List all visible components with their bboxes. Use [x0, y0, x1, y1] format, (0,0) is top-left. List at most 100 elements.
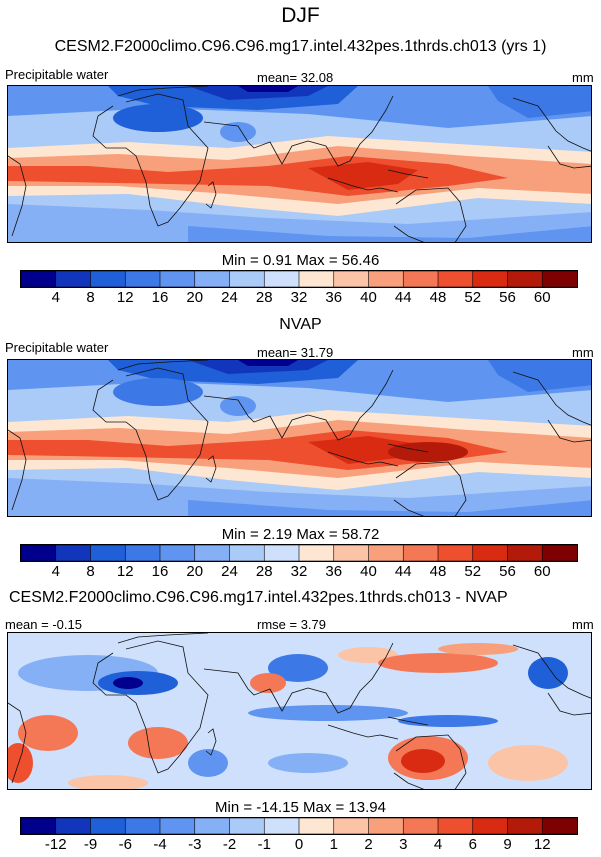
coastline [8, 155, 27, 237]
coastline [393, 461, 467, 516]
colorbar-swatch [368, 270, 405, 288]
colorbar-swatch [55, 544, 92, 562]
colorbar-swatch [229, 544, 266, 562]
coastline [205, 181, 217, 209]
panel1-map [7, 85, 592, 243]
colorbar-tick-label: 6 [468, 836, 477, 853]
colorbar-swatch [472, 544, 509, 562]
colorbar-tick-label: 16 [151, 289, 169, 306]
field-contour [18, 715, 78, 751]
panel2-minmax: Min = 2.19 Max = 58.72 [221, 526, 380, 543]
colorbar-swatch [124, 270, 161, 288]
coastline [117, 360, 209, 371]
panel1-colorbar [20, 270, 578, 288]
coastline [387, 443, 429, 453]
field-contour [188, 500, 591, 516]
colorbar-swatch [402, 817, 439, 835]
colorbar-tick-label: 56 [499, 289, 516, 306]
colorbar-tick-label: 32 [290, 563, 308, 580]
colorbar-tick-label: 48 [429, 563, 447, 580]
colorbar-tick-label: 12 [533, 836, 551, 853]
field-contour [488, 360, 591, 392]
field-contour [113, 677, 143, 689]
colorbar-tick-label: 48 [429, 289, 447, 306]
panel1-variable: Precipitable water [5, 67, 109, 82]
colorbar-tick-label: 60 [533, 289, 551, 306]
colorbar-tick-label: 12 [116, 289, 134, 306]
panel2-colorbar [20, 544, 578, 562]
colorbar-swatch [20, 817, 57, 835]
field-contour [250, 673, 286, 693]
colorbar-tick-label: -12 [44, 836, 67, 853]
colorbar-swatch [124, 817, 161, 835]
field-contour [308, 436, 418, 464]
colorbar-tick-label: 32 [290, 289, 308, 306]
panel3-colorbar [20, 817, 578, 835]
colorbar-swatch [368, 817, 405, 835]
field-contour [438, 643, 518, 655]
field-contour [308, 162, 418, 190]
colorbar-tick-label: -3 [188, 836, 202, 853]
colorbar-swatch [20, 270, 57, 288]
field-contour [528, 657, 568, 689]
colorbar-swatch [368, 544, 405, 562]
field-contour [338, 647, 398, 663]
colorbar-swatch [437, 270, 474, 288]
colorbar-swatch [541, 270, 578, 288]
colorbar-swatch [159, 270, 196, 288]
colorbar-tick-label: -2 [222, 836, 237, 853]
colorbar-tick-label: 52 [464, 289, 482, 306]
colorbar-tick-label: 36 [325, 289, 343, 306]
colorbar-swatch [194, 817, 231, 835]
field-contour [188, 226, 591, 242]
colorbar-swatch [20, 544, 57, 562]
colorbar-tick-label: 28 [255, 289, 273, 306]
coastline [547, 692, 591, 716]
colorbar-tick-label: 8 [86, 563, 95, 580]
colorbar-swatch [55, 270, 92, 288]
panel2-variable: Precipitable water [5, 340, 109, 355]
colorbar-tick-label: 4 [433, 836, 443, 853]
colorbar-swatch [298, 544, 335, 562]
coastline [512, 97, 591, 152]
coastline [387, 716, 429, 726]
field-contour [220, 396, 256, 416]
colorbar-tick-label: 2 [364, 836, 373, 853]
colorbar-tick-label: 8 [86, 289, 95, 306]
coastline [387, 169, 429, 179]
colorbar-tick-label: 40 [360, 289, 377, 306]
field-contour [188, 360, 328, 374]
colorbar-swatch [402, 544, 439, 562]
panel3-minmax: Min = -14.15 Max = 13.94 [215, 799, 386, 816]
coastline [547, 145, 591, 169]
season-title: DJF [281, 4, 320, 27]
colorbar-swatch [437, 544, 474, 562]
colorbar-swatch [541, 544, 578, 562]
colorbar-swatch [472, 270, 509, 288]
colorbar-swatch [541, 817, 578, 835]
field-contour [188, 749, 228, 777]
field-contour [220, 122, 256, 142]
colorbar-swatch [124, 544, 161, 562]
panel2-map [7, 359, 592, 517]
coastline [203, 395, 309, 439]
panel1-mean: mean= 32.08 [257, 70, 334, 85]
panel2-mean: mean= 31.79 [257, 345, 334, 360]
field-contour [488, 745, 568, 781]
field-contour [238, 360, 298, 366]
colorbar-tick-label: 60 [533, 563, 551, 580]
colorbar-swatch [298, 817, 335, 835]
colorbar-swatch [402, 270, 439, 288]
coastline [203, 121, 309, 165]
field-contour [268, 753, 348, 773]
coastline [203, 668, 309, 712]
colorbar-swatch [159, 544, 196, 562]
colorbar-tick-label: -9 [83, 836, 98, 853]
colorbar-tick-label: 24 [221, 563, 238, 580]
colorbar-swatch [263, 817, 300, 835]
colorbar-tick-label: 20 [186, 563, 204, 580]
colorbar-swatch [194, 270, 231, 288]
panel1-minmax: Min = 0.91 Max = 56.46 [221, 252, 380, 269]
coastline [512, 644, 591, 699]
colorbar-swatch [333, 817, 370, 835]
